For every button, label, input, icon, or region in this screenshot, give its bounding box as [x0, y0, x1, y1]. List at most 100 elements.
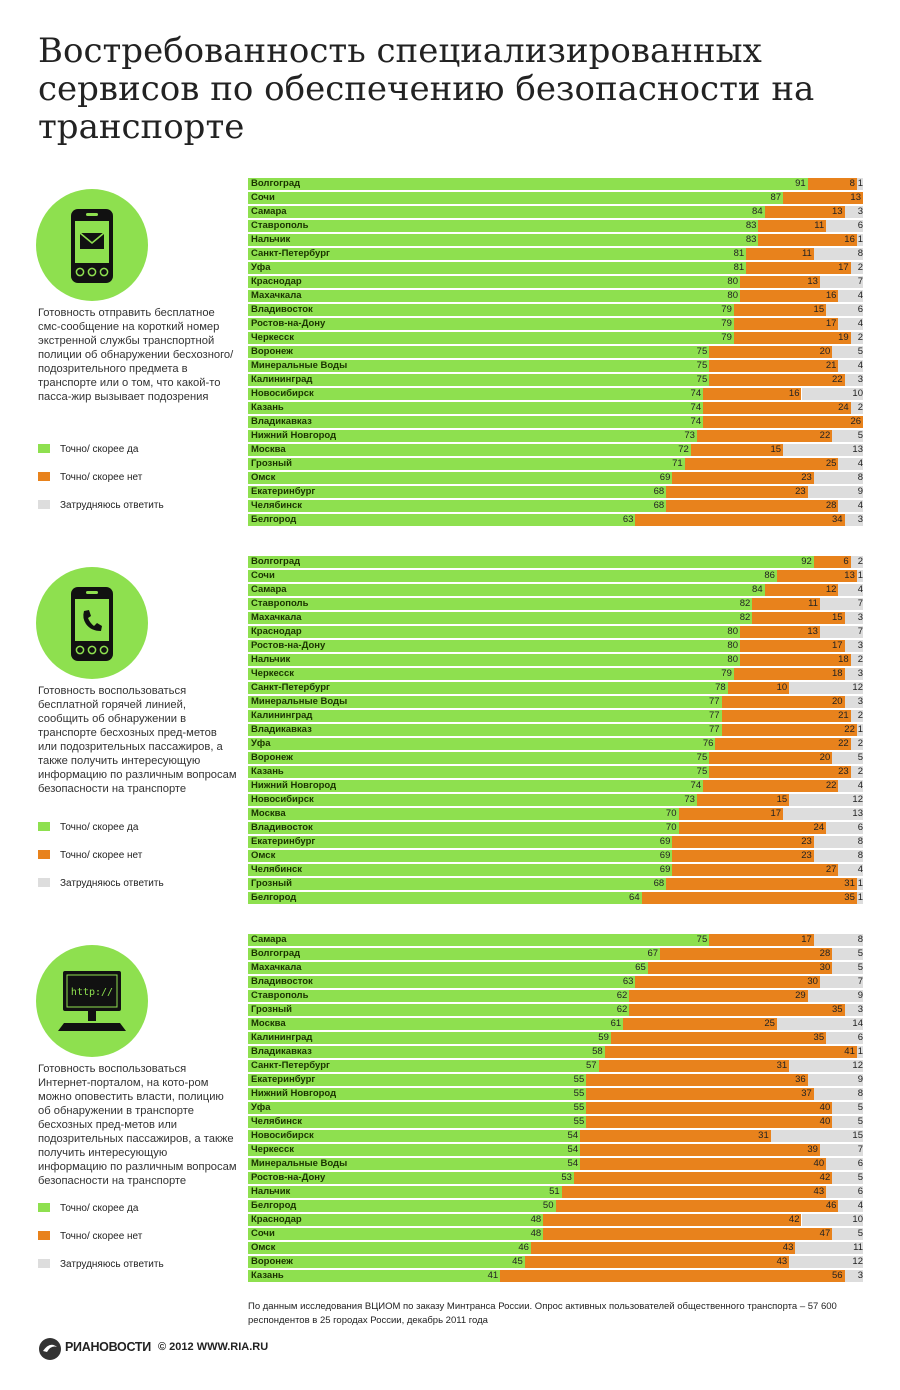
bar-row: Махачкала 82 15 3 [248, 612, 863, 624]
legend-item-yes: Точно/ скорее да [38, 1203, 138, 1217]
bar-yes [248, 458, 685, 470]
bar-yes [248, 738, 716, 750]
city-label: Москва [251, 444, 286, 455]
bar-yes [248, 724, 722, 736]
bar-yes [248, 262, 747, 274]
value-no: 8 [849, 178, 855, 189]
bar-no [721, 710, 851, 722]
bar-no [733, 318, 839, 330]
bar-yes [248, 654, 740, 666]
bar-no [709, 766, 851, 778]
bar-unsure [844, 640, 863, 652]
bar-row: Махачкала 65 30 5 [248, 962, 863, 974]
bar-unsure [850, 262, 863, 274]
bar-unsure [776, 1018, 863, 1030]
legend-item-unsure: Затрудняюсь ответить [38, 878, 164, 892]
city-label: Махачкала [251, 290, 302, 301]
value-yes: 83 [745, 220, 757, 231]
icon-badge: http:// [36, 945, 148, 1057]
bar-row: Белгород 63 34 3 [248, 514, 863, 526]
bar-yes [248, 220, 759, 232]
bar-row: Владикавказ 77 22 1 [248, 724, 863, 736]
bar-no [764, 584, 839, 596]
bar-yes [248, 178, 808, 190]
bar-no [580, 1158, 827, 1170]
bar-no [703, 388, 802, 400]
bar-unsure [838, 1200, 863, 1212]
bar-row: Владикавказ 74 26 [248, 416, 863, 428]
bar-yes [248, 1130, 581, 1142]
value-unsure: 4 [857, 290, 863, 301]
value-yes: 84 [752, 584, 763, 595]
value-unsure: 6 [857, 304, 863, 315]
value-unsure: 12 [852, 682, 863, 693]
legend-swatch [38, 1231, 50, 1240]
value-yes: 79 [721, 668, 732, 679]
bar-yes [248, 822, 679, 834]
value-unsure: 7 [857, 1144, 863, 1155]
bar-no [709, 752, 833, 764]
value-no: 24 [838, 402, 849, 413]
value-no: 23 [801, 836, 812, 847]
value-no: 27 [825, 864, 837, 875]
bar-yes [248, 402, 704, 414]
bar-no [641, 892, 857, 904]
bar-row: Челябинск 68 28 4 [248, 500, 863, 512]
value-yes: 41 [487, 1270, 499, 1281]
value-unsure: 10 [852, 1214, 863, 1225]
value-unsure: 5 [857, 948, 863, 959]
value-yes: 80 [727, 276, 738, 287]
value-no: 15 [776, 794, 788, 805]
bar-row: Сочи 86 13 1 [248, 570, 863, 582]
city-label: Грозный [251, 1004, 292, 1015]
bar-unsure [789, 1256, 863, 1268]
value-yes: 68 [653, 878, 665, 889]
bar-yes [248, 878, 667, 890]
bar-unsure [801, 388, 863, 400]
value-no: 17 [831, 640, 843, 651]
city-label: Нальчик [251, 234, 291, 245]
value-no: 22 [819, 430, 831, 441]
value-unsure: 4 [857, 318, 863, 329]
value-no: 40 [813, 1158, 825, 1169]
bar-no [672, 472, 814, 484]
bar-row: Нижний Новгород 73 22 5 [248, 430, 863, 442]
legend-swatch [38, 444, 50, 453]
legend-label: Точно/ скорее да [60, 1203, 139, 1214]
value-unsure: 3 [857, 514, 863, 525]
value-unsure: 8 [857, 934, 863, 945]
bar-unsure [838, 360, 863, 372]
footer-brand: РИАНОВОСТИ [65, 1340, 151, 1354]
bar-unsure [813, 934, 863, 946]
bar-row: Владивосток 70 24 6 [248, 822, 863, 834]
bar-row: Новосибирск 73 15 12 [248, 794, 863, 806]
bar-no [561, 1186, 827, 1198]
value-yes: 61 [610, 1018, 622, 1029]
value-yes: 80 [727, 654, 738, 665]
value-yes: 70 [665, 822, 677, 833]
bar-no [807, 178, 857, 190]
bar-unsure [819, 598, 863, 610]
footer-copyright: © 2012 WWW.RIA.RU [158, 1341, 269, 1353]
bar-no [672, 836, 814, 848]
value-no: 31 [776, 1060, 788, 1071]
value-no: 39 [807, 1144, 818, 1155]
value-unsure: 4 [857, 360, 863, 371]
value-unsure: 12 [852, 1256, 863, 1267]
city-label: Челябинск [251, 500, 303, 511]
value-no: 31 [758, 1130, 769, 1141]
value-yes: 54 [567, 1130, 579, 1141]
value-unsure: 8 [857, 1088, 863, 1099]
bar-no [733, 332, 851, 344]
city-label: Новосибирск [251, 388, 314, 399]
legend-swatch [38, 500, 50, 509]
city-label: Калининград [251, 374, 313, 385]
city-label: Владикавказ [251, 724, 312, 735]
value-yes: 82 [739, 612, 751, 623]
legend-label: Точно/ скорее нет [60, 850, 143, 861]
legend-swatch [38, 822, 50, 831]
value-yes: 91 [795, 178, 806, 189]
bar-unsure [813, 1088, 863, 1100]
value-unsure: 3 [857, 640, 863, 651]
city-label: Воронеж [251, 346, 293, 357]
